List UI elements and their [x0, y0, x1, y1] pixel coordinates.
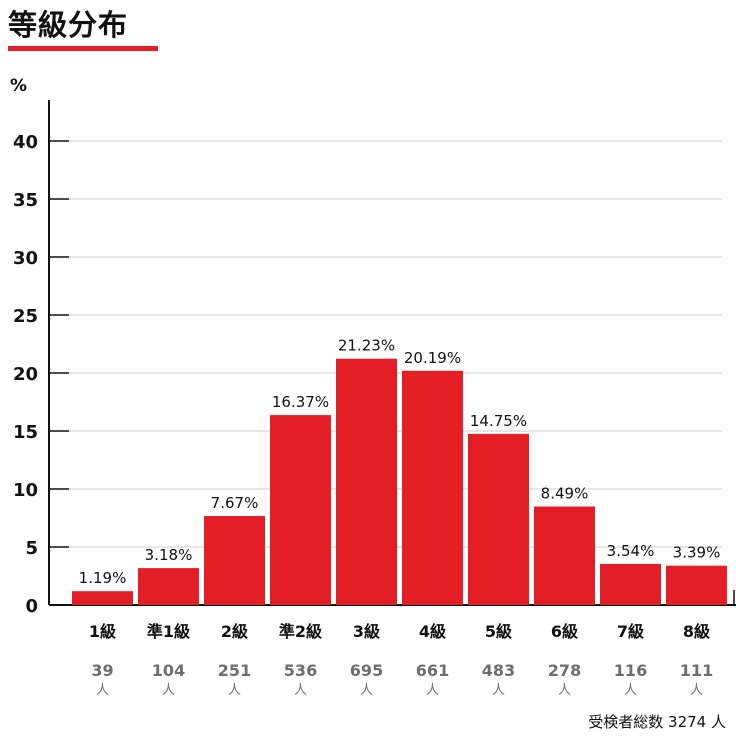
bar-value-label: 1.19%: [79, 569, 127, 587]
count-label: 251: [218, 661, 251, 680]
category-label: 1級: [89, 622, 116, 641]
count-label: 104: [152, 661, 185, 680]
y-axis-unit-label: %: [10, 76, 27, 96]
bar-value-label: 7.67%: [211, 494, 259, 512]
count-unit-label: 人: [492, 683, 505, 698]
y-tick-label: 20: [13, 364, 38, 385]
count-unit-label: 人: [558, 683, 571, 698]
count-label: 695: [350, 661, 383, 680]
bar: [534, 506, 595, 605]
count-unit-label: 人: [96, 683, 109, 698]
category-label: 7級: [617, 622, 644, 641]
bar-value-label: 16.37%: [272, 393, 329, 411]
category-label: 8級: [683, 622, 710, 641]
count-unit-label: 人: [624, 683, 637, 698]
bar: [666, 565, 727, 605]
bar: [138, 568, 199, 605]
bar: [72, 591, 133, 605]
total-examinees: 受検者総数 3274 人: [588, 713, 726, 731]
category-label: 3級: [353, 622, 380, 641]
count-unit-label: 人: [690, 683, 703, 698]
title-underline: [8, 46, 158, 51]
bar-value-label: 3.54%: [607, 542, 655, 560]
count-unit-label: 人: [294, 683, 307, 698]
count-unit-label: 人: [162, 683, 175, 698]
bar-value-label: 21.23%: [338, 337, 395, 355]
count-label: 661: [416, 661, 449, 680]
page-title: 等級分布: [8, 8, 129, 42]
y-tick-label: 35: [13, 190, 38, 211]
count-label: 536: [284, 661, 317, 680]
category-label: 6級: [551, 622, 578, 641]
count-label: 116: [614, 661, 647, 680]
bar: [336, 358, 397, 605]
count-label: 483: [482, 661, 515, 680]
category-label: 2級: [221, 622, 248, 641]
bar-value-label: 20.19%: [404, 349, 461, 367]
y-tick-label: 25: [13, 306, 38, 327]
count-unit-label: 人: [228, 683, 241, 698]
category-label: 4級: [419, 622, 446, 641]
count-label: 278: [548, 661, 581, 680]
y-tick-label: 10: [13, 480, 38, 501]
y-tick-label: 0: [25, 596, 38, 617]
count-unit-label: 人: [426, 683, 439, 698]
bar: [204, 516, 265, 605]
category-label: 5級: [485, 622, 512, 641]
bar-value-label: 14.75%: [470, 412, 527, 430]
title-block: 等級分布: [8, 2, 158, 51]
count-label: 111: [680, 661, 713, 680]
bar: [270, 415, 331, 605]
bar-value-label: 8.49%: [541, 485, 589, 503]
y-tick-label: 5: [25, 538, 38, 559]
y-tick-label: 15: [13, 422, 38, 443]
y-tick-label: 40: [13, 132, 38, 153]
bar-value-label: 3.18%: [145, 546, 193, 564]
bar-value-label: 3.39%: [673, 544, 721, 562]
category-label: 準2級: [279, 622, 322, 641]
count-unit-label: 人: [360, 683, 373, 698]
bar: [600, 563, 661, 605]
y-tick-label: 30: [13, 248, 38, 269]
bar: [402, 370, 463, 605]
count-label: 39: [91, 661, 113, 680]
category-label: 準1級: [147, 622, 190, 641]
bar: [468, 433, 529, 605]
